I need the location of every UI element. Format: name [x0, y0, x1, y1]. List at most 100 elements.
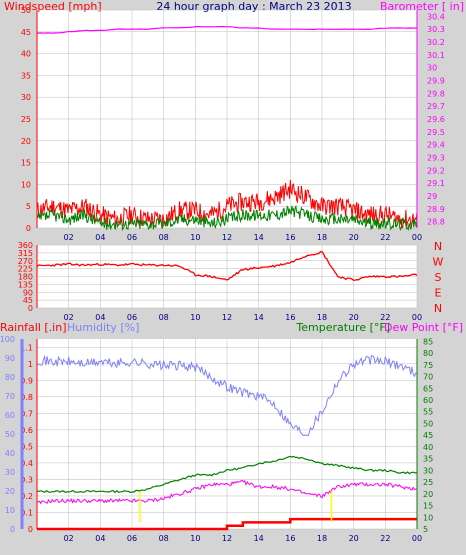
temperature-tick-label: 5 [423, 525, 428, 534]
wind-title: 24 hour graph day : March 23 2013 [156, 0, 351, 13]
time-tick-label: 18 [317, 313, 327, 322]
compass-label: N [434, 302, 442, 315]
temperature-axis-label: Temperature [°F] [295, 321, 390, 334]
windspeed-tick-label: 0 [26, 224, 31, 233]
time-tick-label: 10 [190, 233, 200, 242]
time-tick-label: 06 [127, 313, 137, 322]
humidity-axis-label: Humidity [%] [67, 321, 139, 334]
time-tick-label: 08 [159, 313, 169, 322]
barometer-tick-label: 30.2 [427, 38, 445, 47]
winddir-tick-label: 180 [18, 273, 33, 282]
barometer-line [36, 25, 418, 34]
barometer-tick-label: 28.9 [427, 205, 445, 214]
humidity-tick-label: 100 [0, 335, 15, 344]
windspeed-tick-label: 50 [21, 6, 31, 15]
barometer-tick-label: 29.8 [427, 89, 445, 98]
rain-tick-label: 0.6 [20, 426, 33, 435]
time-tick-label: 14 [254, 534, 264, 543]
humidity-tick-label: 60 [5, 411, 15, 420]
barometer-tick-label: 30.4 [427, 12, 445, 21]
rain-tick-label: 0.5 [20, 442, 33, 451]
rain-tick-label: 0.9 [20, 376, 33, 385]
humidity-tick-label: 30 [5, 468, 15, 477]
time-tick-label: 10 [190, 313, 200, 322]
temperature-tick-label: 65 [423, 384, 433, 393]
time-tick-label: 14 [254, 313, 264, 322]
time-tick-label: 18 [317, 534, 327, 543]
temp-time-ticks: 02 04 06 08 10 12 14 16 18 20 22 00 [64, 534, 423, 543]
windspeed-tick-label: 45 [21, 28, 31, 37]
time-tick-label: 22 [380, 313, 390, 322]
time-tick-label: 20 [349, 534, 359, 543]
time-tick-label: 12 [222, 233, 232, 242]
wind-grid [37, 9, 418, 229]
time-tick-label: 04 [95, 534, 105, 543]
time-tick-label: 16 [285, 233, 295, 242]
rain-tick-label: 0.7 [20, 409, 33, 418]
rain-tick-label: 0.1 [20, 508, 33, 517]
barometer-tick-label: 29.3 [427, 153, 445, 162]
windspeed-tick-label: 35 [21, 71, 31, 80]
windgust-line [36, 204, 418, 231]
compass-label: N [434, 240, 442, 253]
temperature-tick-label: 30 [423, 466, 433, 475]
rain-tick-label: 0.2 [20, 492, 33, 501]
time-tick-label: 12 [222, 534, 232, 543]
compass-label: W [433, 256, 444, 269]
time-tick-label: 00 [412, 233, 422, 242]
humidity-tick-label: 10 [5, 506, 15, 515]
time-tick-label: 10 [190, 534, 200, 543]
rainfall-line [37, 517, 417, 531]
winddir-tick-label: 45 [23, 296, 33, 305]
winddir-tick-label: 315 [18, 249, 33, 258]
rain-tick-label: 1 [28, 360, 33, 369]
dewpoint-axis-label: Dew Point [°F] [384, 321, 463, 334]
humidity-tick-label: 70 [5, 392, 15, 401]
windspeed-line [36, 179, 418, 229]
time-tick-label: 00 [412, 534, 422, 543]
time-tick-label: 14 [254, 233, 264, 242]
barometer-tick-label: 30 [427, 64, 437, 73]
humidity-tick-label: 50 [5, 430, 15, 439]
dewpoint-line [36, 479, 417, 505]
humidity-tick-label: 40 [5, 449, 15, 458]
rain-tick-label: 0 [28, 525, 33, 534]
humidity-line [37, 354, 418, 437]
barometer-tick-label: 29.6 [427, 115, 445, 124]
winddir-tick-label: 225 [18, 265, 33, 274]
winddir-grid [37, 244, 418, 309]
temperature-tick-label: 50 [423, 419, 433, 428]
windspeed-tick-label: 15 [21, 159, 31, 168]
temp-lines [36, 354, 418, 531]
temperature-tick-label: 15 [423, 502, 433, 511]
compass-label: S [435, 271, 442, 284]
barometer-tick-label: 30.1 [427, 51, 445, 60]
temperature-tick-label: 25 [423, 478, 433, 487]
barometer-tick-label: 29.7 [427, 102, 445, 111]
barometer-tick-label: 28.8 [427, 218, 445, 227]
temperature-tick-label: 10 [423, 513, 433, 522]
time-tick-label: 08 [159, 534, 169, 543]
time-tick-label: 16 [285, 534, 295, 543]
rain-tick-label: 0.4 [20, 459, 33, 468]
rain-ticks: 1.1 1 0.9 0.8 0.7 0.6 0.5 0.4 0.3 0.2 0.1 0 [20, 343, 33, 534]
wind-time-ticks: 02 04 06 08 10 12 14 16 18 20 22 00 [64, 233, 423, 242]
windspeed-tick-label: 10 [21, 180, 31, 189]
time-tick-label: 12 [222, 313, 232, 322]
barometer-tick-label: 29.5 [427, 128, 445, 137]
wind-barometer-panel: 24 hour graph day : March 23 2013 Windsp… [4, 0, 464, 242]
temperature-tick-label: 45 [423, 431, 433, 440]
winddir-tick-label: 135 [18, 280, 33, 289]
time-tick-label: 06 [127, 233, 137, 242]
rain-tick-label: 0.3 [20, 475, 33, 484]
temperature-tick-label: 40 [423, 443, 433, 452]
temperature-tick-label: 70 [423, 373, 433, 382]
time-tick-label: 20 [349, 233, 359, 242]
humidity-tick-label: 0 [10, 525, 15, 534]
compass-label: E [435, 287, 442, 300]
time-tick-label: 04 [95, 313, 105, 322]
barometer-tick-label: 29.9 [427, 77, 445, 86]
winddir-tick-label: 90 [23, 288, 33, 297]
